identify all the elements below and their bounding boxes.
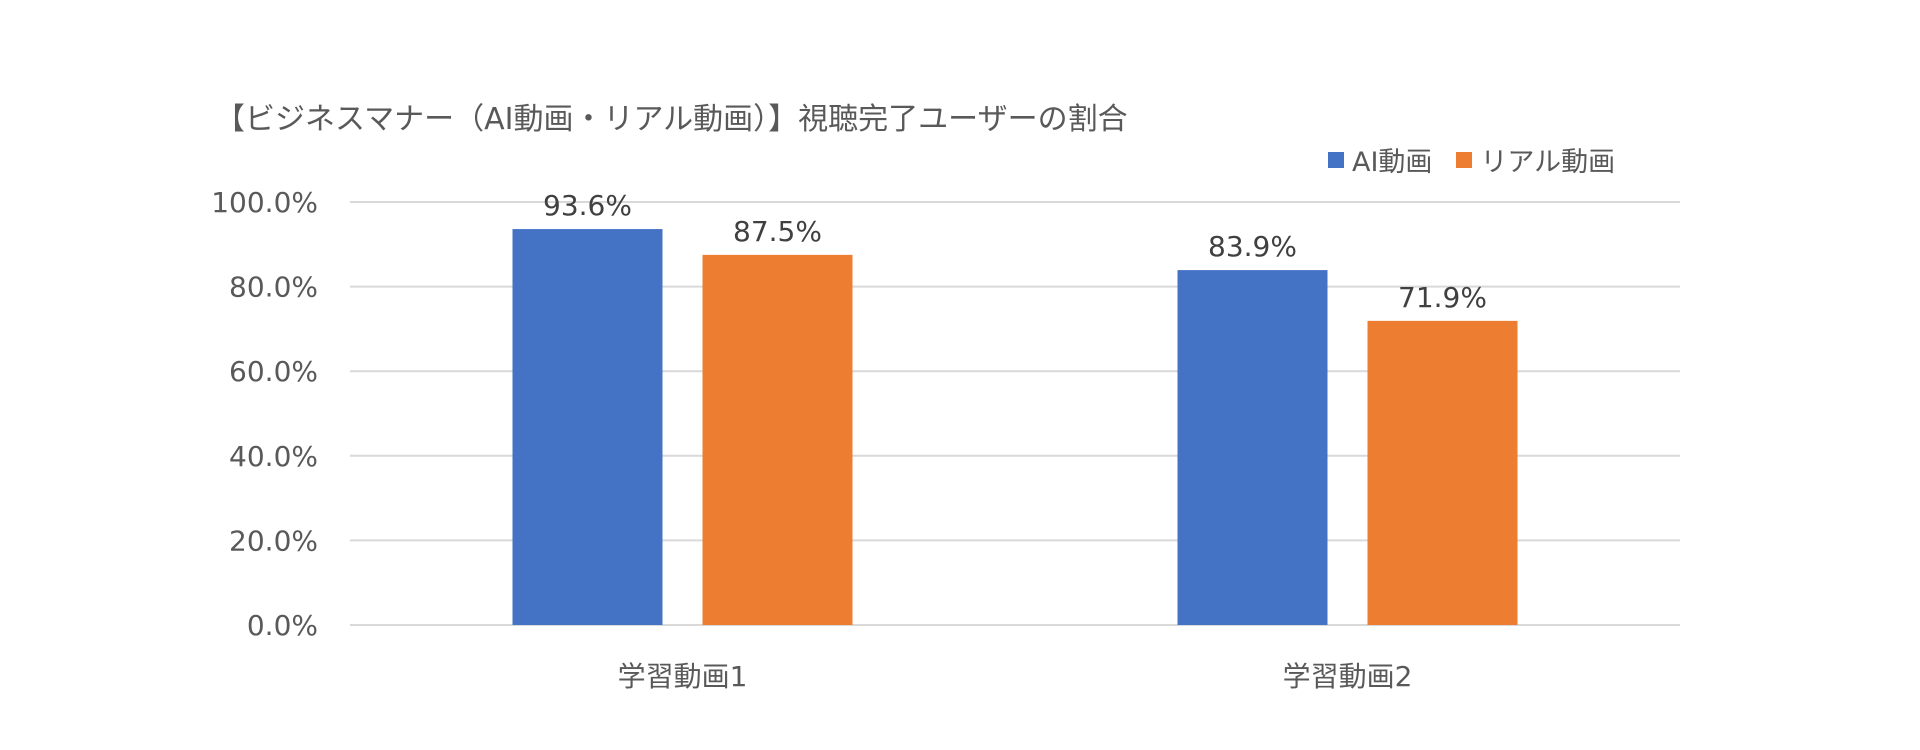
y-tick-label: 60.0% [229,355,318,388]
x-category-label: 学習動画1 [618,660,748,693]
legend: AI動画 リアル動画 [1328,140,1639,179]
y-tick-label: 20.0% [229,524,318,557]
legend-swatch-real [1456,151,1473,168]
y-tick-label: 80.0% [229,271,318,304]
data-label: 71.9% [1398,281,1487,314]
legend-label-ai: AI動画 [1352,147,1433,178]
chart-title: 【ビジネスマナー（AI動画・リアル動画）】視聴完了ユーザーの割合 [215,102,1128,137]
y-tick-label: 100.0% [211,186,318,219]
legend-item-real: リアル動画 [1456,140,1615,179]
y-tick-label: 0.0% [247,609,318,642]
legend-swatch-ai [1328,151,1344,168]
bar-real-1 [702,254,853,625]
data-label: 83.9% [1208,230,1297,263]
data-label: 93.6% [543,189,632,222]
bar-ai-1 [512,229,663,625]
y-tick-label: 40.0% [229,440,318,473]
bar-ai-2 [1177,270,1328,625]
legend-item-ai: AI動画 [1328,140,1432,179]
x-category-label: 学習動画2 [1283,660,1413,693]
legend-label-real: リアル動画 [1480,147,1616,178]
data-label: 87.5% [733,215,822,248]
bar-real-2 [1367,320,1518,625]
